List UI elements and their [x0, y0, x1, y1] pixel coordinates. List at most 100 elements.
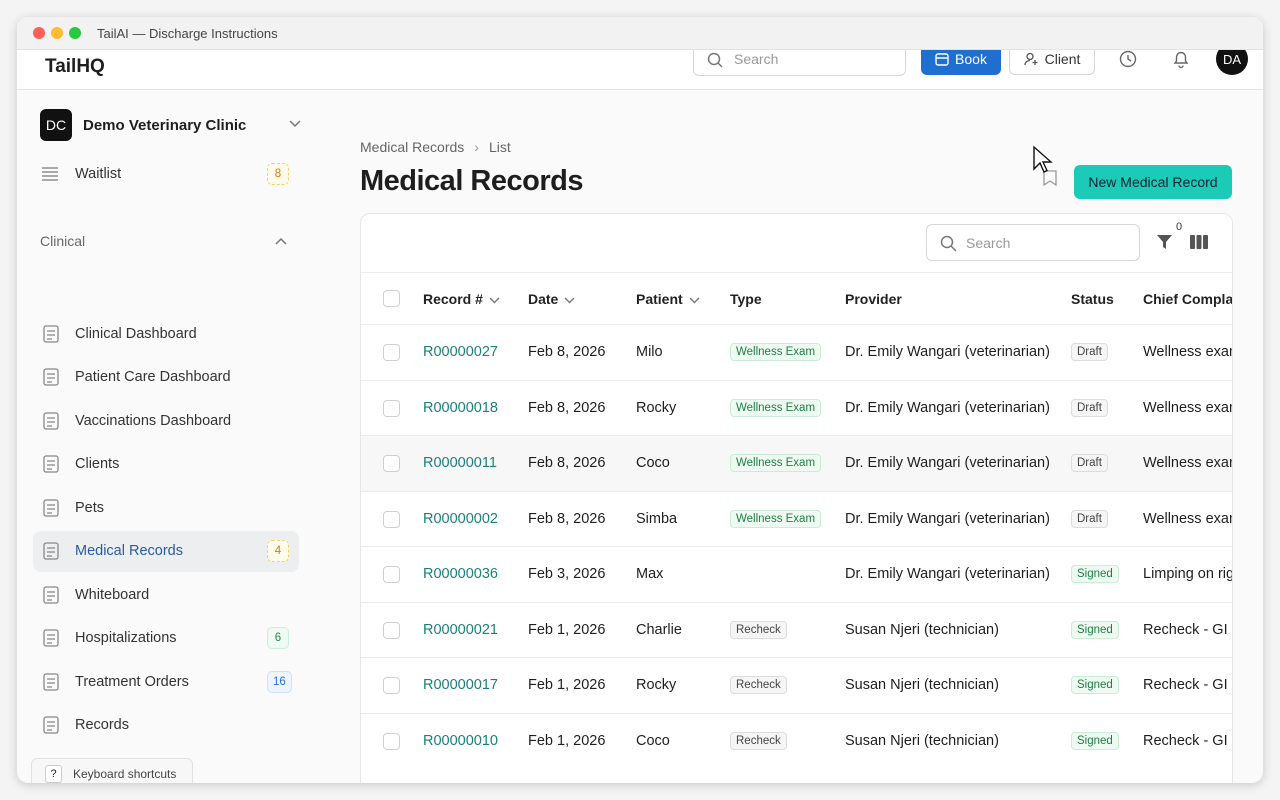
column-label: Date [528, 290, 559, 307]
nav-item[interactable]: Treatment Orders 16 [33, 661, 299, 702]
select-all-checkbox[interactable] [383, 290, 400, 307]
nav-icon [43, 542, 59, 560]
table-row[interactable]: R00000018 Feb 8, 2026 Rocky Wellness Exam Dr… [361, 379, 1232, 436]
notifications-icon[interactable] [1172, 50, 1190, 69]
table-cell: Recheck [730, 658, 787, 713]
table-row[interactable]: R00000021 Feb 1, 2026 Charlie Recheck Susan … [361, 601, 1232, 658]
record-link[interactable]: R00000036 [423, 566, 498, 583]
record-link[interactable]: R00000027 [423, 344, 498, 361]
table-cell: R00000011 [423, 436, 497, 491]
table-row[interactable]: R00000036 Feb 3, 2026 Max Dr. Emily Wangari… [361, 546, 1232, 602]
app-window: TailAI — Discharge Instructions TailHQ S… [17, 17, 1263, 783]
column-header: Type [730, 273, 762, 324]
nav-item[interactable]: Hospitalizations 6 [33, 618, 299, 659]
nav-item[interactable]: Patient Care Dashboard [33, 357, 299, 398]
columns-icon[interactable] [1190, 235, 1208, 249]
brand[interactable]: TailHQ [45, 56, 105, 77]
column-label: Record # [423, 290, 483, 307]
table-search[interactable]: Search [926, 224, 1140, 261]
record-link[interactable]: R00000018 [423, 399, 498, 416]
table-cell: Draft [1071, 325, 1108, 380]
type-tag: Recheck [730, 676, 787, 695]
row-checkbox[interactable] [383, 344, 400, 361]
provider-text: Susan Njeri (technician) [845, 677, 999, 694]
table-cell: Feb 8, 2026 [528, 325, 605, 380]
status-tag: Draft [1071, 454, 1108, 473]
status-tag: Draft [1071, 509, 1108, 528]
nav-label: Hospitalizations [75, 630, 177, 646]
table-row[interactable]: R00000011 Feb 8, 2026 Coco Wellness Exam Dr.… [361, 435, 1232, 491]
row-checkbox[interactable] [383, 399, 400, 417]
global-search[interactable]: Search [693, 50, 906, 76]
nav-label: Medical Records [75, 543, 183, 559]
column-header[interactable]: Patient [636, 273, 700, 324]
record-link[interactable]: R00000011 [423, 455, 497, 472]
row-checkbox[interactable] [383, 455, 400, 472]
row-checkbox[interactable] [383, 732, 400, 750]
column-header[interactable]: Date [528, 273, 575, 324]
nav-item[interactable]: Whiteboard [33, 574, 299, 615]
nav-item[interactable]: Clients [33, 444, 299, 485]
search-placeholder: Search [734, 51, 779, 67]
patient-text: Simba [636, 510, 678, 527]
date-text: Feb 1, 2026 [528, 621, 606, 638]
table-cell: Rocky [636, 658, 676, 713]
new-record-button[interactable]: New Medical Record [1074, 165, 1232, 199]
clinic-chevron[interactable] [289, 120, 301, 128]
record-link[interactable]: R00000010 [423, 732, 498, 749]
nav-item[interactable]: Pets [33, 487, 299, 528]
zoom-button[interactable] [69, 27, 81, 39]
nav-item[interactable]: Clinical Dashboard [33, 313, 299, 354]
keyboard-shortcuts[interactable]: ? Keyboard shortcuts [31, 758, 193, 783]
row-checkbox[interactable] [383, 510, 400, 528]
table-cell: R00000021 [423, 603, 498, 658]
record-link[interactable]: R00000021 [423, 621, 498, 638]
provider-text: Susan Njeri (technician) [845, 621, 999, 638]
book-button[interactable]: Book [921, 50, 1001, 75]
column-header[interactable]: Record # [423, 273, 500, 324]
section-label: Clinical [40, 233, 86, 249]
row-checkbox[interactable] [383, 621, 400, 639]
provider-text: Dr. Emily Wangari (veterinarian) [845, 399, 1050, 416]
minimize-button[interactable] [51, 27, 63, 39]
nav-item[interactable]: Medical Records 4 [33, 530, 299, 572]
breadcrumb-separator: › [474, 139, 479, 155]
table-cell: Recheck - GI [1143, 714, 1228, 769]
breadcrumb-item[interactable]: Medical Records [360, 139, 465, 155]
sort-icon [689, 291, 700, 307]
clinic-name[interactable]: Demo Veterinary Clinic [83, 117, 247, 134]
nav-item[interactable]: Records [33, 705, 299, 746]
column-label: Type [730, 290, 762, 307]
nav-label: Pets [75, 499, 105, 516]
record-link[interactable]: R00000002 [423, 510, 498, 527]
table-row[interactable]: R00000027 Feb 8, 2026 Milo Wellness Exam Dr.… [361, 324, 1232, 380]
type-tag: Wellness Exam [730, 343, 822, 362]
search-icon [707, 52, 723, 68]
table-cell: Feb 8, 2026 [528, 492, 605, 547]
table-row[interactable]: R00000010 Feb 1, 2026 Coco Recheck Susan Nje… [361, 712, 1232, 769]
complaint-text: Recheck - GI [1143, 732, 1228, 749]
row-checkbox[interactable] [383, 566, 400, 583]
nav-label: Vaccinations Dashboard [75, 412, 232, 429]
nav-item[interactable]: Vaccinations Dashboard [33, 400, 299, 441]
filter-count: 0 [1176, 221, 1183, 233]
bookmark-icon[interactable] [1043, 170, 1057, 186]
patient-text: Coco [636, 732, 670, 749]
section-chevron[interactable] [275, 237, 287, 245]
table-row[interactable]: R00000002 Feb 8, 2026 Simba Wellness Exam Dr… [361, 490, 1232, 547]
history-icon[interactable] [1119, 50, 1137, 68]
filter-icon[interactable] [1156, 234, 1173, 251]
client-button[interactable]: Client [1009, 50, 1095, 75]
table-cell: Susan Njeri (technician) [845, 714, 999, 769]
table-row[interactable]: R00000017 Feb 1, 2026 Rocky Recheck Susan Nj… [361, 657, 1232, 713]
record-link[interactable]: R00000017 [423, 677, 498, 694]
nav-label: Records [75, 717, 129, 733]
waitlist-link[interactable]: Waitlist 8 [33, 153, 299, 194]
table-cell: Dr. Emily Wangari (veterinarian) [845, 381, 1050, 436]
avatar[interactable]: DA [1216, 50, 1248, 75]
table-cell: Susan Njeri (technician) [845, 658, 999, 713]
close-button[interactable] [33, 27, 45, 39]
row-checkbox[interactable] [383, 677, 400, 694]
table-cell: R00000018 [423, 381, 498, 436]
table-cell: Signed [1071, 714, 1119, 769]
